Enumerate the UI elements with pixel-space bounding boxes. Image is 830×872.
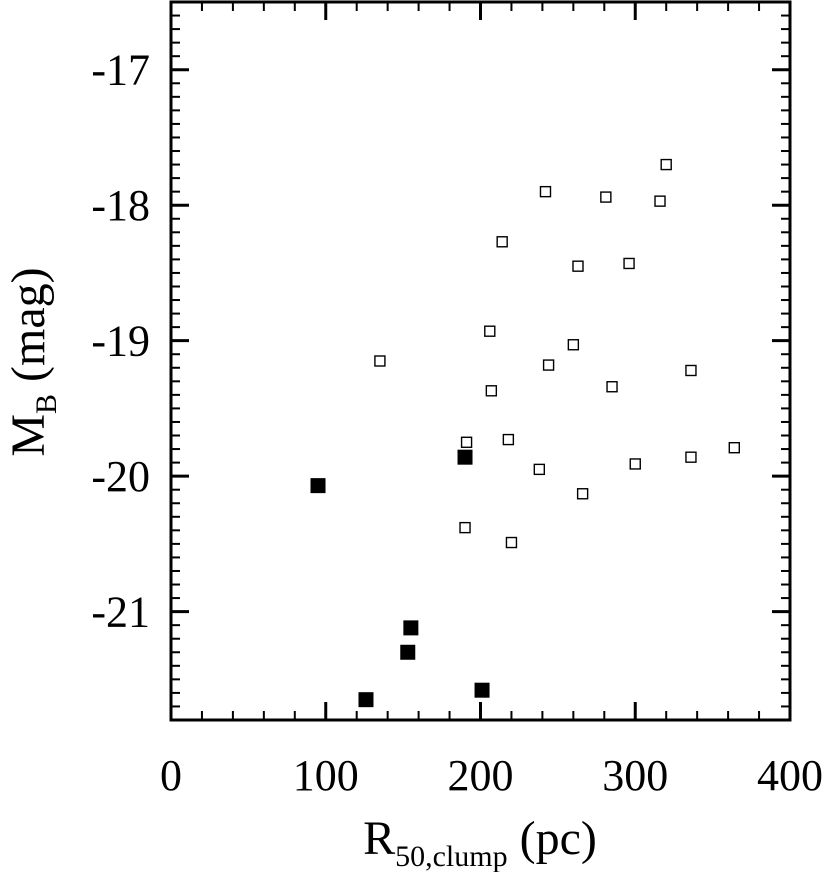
x-tick-label: 100: [293, 751, 359, 800]
y-tick-label: -21: [91, 588, 150, 637]
open-square-point: [502, 433, 515, 446]
open-square-point: [374, 355, 386, 367]
open-square-point: [496, 236, 508, 248]
y-tick-label: -18: [91, 181, 150, 230]
filled-square-point: [310, 478, 326, 494]
filled-square-point: [403, 620, 419, 636]
y-tick-label: -17: [91, 46, 150, 95]
major-ticks: [169, 2, 792, 720]
open-square-point: [728, 442, 740, 454]
open-square-point: [606, 381, 618, 393]
open-square-point: [654, 195, 666, 207]
y-tick-labels: -17 -18 -19 -20 -21: [91, 46, 150, 637]
filled-square-point: [400, 644, 416, 660]
open-square-point: [572, 260, 584, 272]
open-square-point: [623, 257, 635, 270]
filled-square-point: [358, 692, 374, 708]
y-tick-label: -19: [91, 317, 150, 366]
open-square-point: [505, 536, 518, 549]
open-square-point: [685, 364, 697, 377]
open-square-point: [485, 385, 498, 397]
open-square-point: [685, 451, 697, 463]
open-square-point: [459, 521, 471, 534]
x-axis-title: R50,clump (pc): [363, 812, 597, 872]
open-square-point: [460, 436, 473, 448]
y-axis-title: MB (mag): [2, 267, 63, 456]
open-square-point: [567, 339, 580, 351]
open-square-point: [629, 458, 641, 470]
open-square-point: [539, 185, 552, 198]
open-square-point: [600, 191, 612, 203]
open-square-point: [542, 359, 555, 371]
x-tick-label: 400: [757, 751, 823, 800]
open-square-point: [576, 488, 589, 500]
filled-square-point: [457, 449, 473, 465]
x-tick-label: 300: [602, 751, 668, 800]
x-tick-labels: 0 100 200 300 400: [160, 751, 823, 800]
x-tick-label: 200: [448, 751, 514, 800]
open-square-point: [484, 325, 496, 337]
data-points: [310, 158, 740, 708]
minor-ticks: [170, 0, 791, 721]
open-square-point: [533, 463, 546, 476]
open-square-point: [660, 158, 672, 171]
y-tick-label: -20: [91, 452, 150, 501]
plot-frame: [169, 0, 792, 722]
x-tick-label: 0: [160, 751, 182, 800]
filled-square-point: [474, 682, 490, 698]
